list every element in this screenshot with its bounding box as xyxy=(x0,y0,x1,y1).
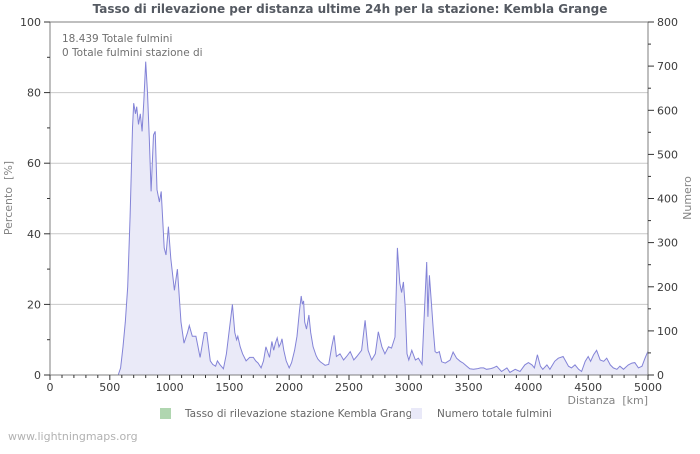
legend-label-station-rate: Tasso di rilevazione stazione Kembla Gra… xyxy=(184,408,419,420)
y-right-tick-label: 300 xyxy=(657,237,678,250)
y-right-tick-label: 200 xyxy=(657,281,678,294)
x-tick-label: 5000 xyxy=(634,381,662,394)
chart-title: Tasso di rilevazione per distanza ultime… xyxy=(93,2,608,16)
watermark-link: www.lightningmaps.org xyxy=(8,430,138,443)
x-tick-label: 1500 xyxy=(215,381,243,394)
y-right-tick-label: 0 xyxy=(657,369,664,382)
y-left-tick-label: 40 xyxy=(27,228,41,241)
legend-label-total-strikes: Numero totale fulmini xyxy=(437,408,552,420)
y-left-tick-label: 20 xyxy=(27,298,41,311)
x-tick-label: 2000 xyxy=(275,381,303,394)
y-right-tick-label: 700 xyxy=(657,60,678,73)
x-axis-label: Distanza [km] xyxy=(568,394,648,407)
y-left-tick-label: 0 xyxy=(34,369,41,382)
legend-swatch-station-rate xyxy=(160,408,171,419)
total-strikes-line xyxy=(50,61,649,376)
y-left-tick-label: 100 xyxy=(20,16,41,29)
y-right-tick-label: 800 xyxy=(657,16,678,29)
y-right-tick-label: 500 xyxy=(657,148,678,161)
legend: Tasso di rilevazione stazione Kembla Gra… xyxy=(160,408,552,420)
y-left-tick-label: 80 xyxy=(27,87,41,100)
x-tick-label: 500 xyxy=(99,381,120,394)
x-tick-label: 4500 xyxy=(574,381,602,394)
y-right-tick-label: 600 xyxy=(657,104,678,117)
y-right-axis-label: Numero xyxy=(681,176,694,220)
annotation-total-strikes: 18.439 Totale fulmini xyxy=(62,33,172,45)
x-tick-label: 2500 xyxy=(335,381,363,394)
legend-swatch-total-strikes xyxy=(411,408,422,419)
total-strikes-area xyxy=(50,61,648,375)
x-tick-label: 0 xyxy=(47,381,54,394)
x-tick-label: 3000 xyxy=(395,381,423,394)
series-area xyxy=(50,61,649,376)
y-right-tick-label: 400 xyxy=(657,193,678,206)
x-tick-label: 4000 xyxy=(514,381,542,394)
annotation-station-strikes: 0 Totale fulmini stazione di xyxy=(62,47,203,59)
y-left-tick-label: 60 xyxy=(27,157,41,170)
y-left-axis-label: Percento [%] xyxy=(2,161,15,235)
y-right-tick-label: 100 xyxy=(657,325,678,338)
axis-tick-labels: 0 500 1000 1500 2000 2500 3000 3500 4000 4500 5000… xyxy=(20,16,678,394)
x-tick-label: 3500 xyxy=(455,381,483,394)
x-tick-label: 1000 xyxy=(156,381,184,394)
axis-ticks xyxy=(44,21,654,380)
